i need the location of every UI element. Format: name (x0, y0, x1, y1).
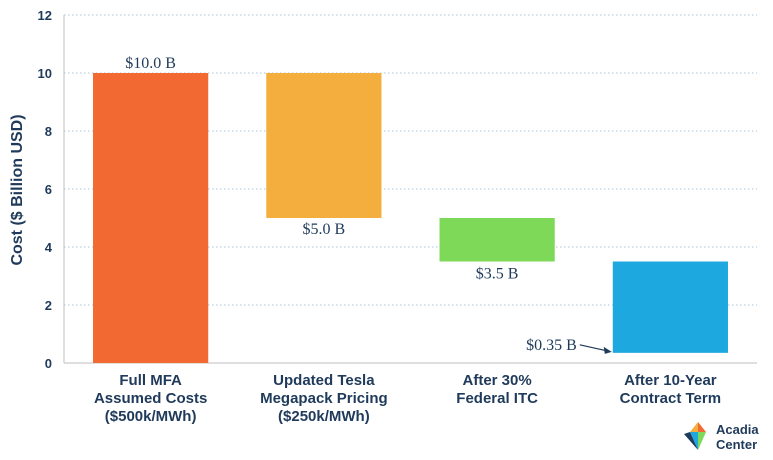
x-category-label: Full MFA (119, 372, 182, 389)
data-labels: $10.0 B $5.0 B $3.5 B $0.35 B (125, 55, 612, 354)
logo-text-line-1: Acadia (716, 422, 759, 437)
x-category-label: ($500k/MWh) (105, 408, 197, 425)
y-tick-label: 8 (45, 124, 52, 139)
annotation-arrow-head (603, 346, 612, 354)
x-category-label: Contract Term (620, 390, 721, 407)
x-category-label: Megapack Pricing (260, 390, 388, 407)
x-category-label: After 30% (463, 372, 532, 389)
data-label: $0.35 B (526, 337, 577, 354)
y-tick-label: 4 (45, 240, 53, 255)
y-axis: 0 2 4 6 8 10 12 (38, 8, 757, 371)
x-category-label: ($250k/MWh) (278, 408, 370, 425)
bar (266, 73, 382, 218)
bar (439, 218, 555, 262)
bars (93, 73, 728, 363)
x-category-label: Federal ITC (456, 390, 538, 407)
data-label: $5.0 B (303, 221, 346, 238)
y-tick-label: 10 (38, 66, 52, 81)
x-category-label: Updated Tesla (273, 372, 375, 389)
y-tick-label: 6 (45, 182, 52, 197)
y-tick-label: 12 (38, 8, 52, 23)
bar (612, 261, 728, 353)
y-axis-label: Cost ($ Billion USD) (9, 114, 26, 265)
bar (93, 73, 209, 363)
annotation-arrow-line (579, 344, 607, 352)
data-label: $10.0 B (125, 55, 176, 72)
x-category-label: Assumed Costs (94, 390, 207, 407)
acadia-center-logo: Acadia Center (684, 422, 759, 452)
logo-text-line-2: Center (716, 437, 757, 452)
y-tick-label: 0 (45, 356, 52, 371)
y-tick-label: 2 (45, 298, 52, 313)
data-label: $3.5 B (476, 266, 519, 283)
logo-mark-icon (684, 422, 706, 450)
x-category-label: After 10-Year (624, 372, 717, 389)
